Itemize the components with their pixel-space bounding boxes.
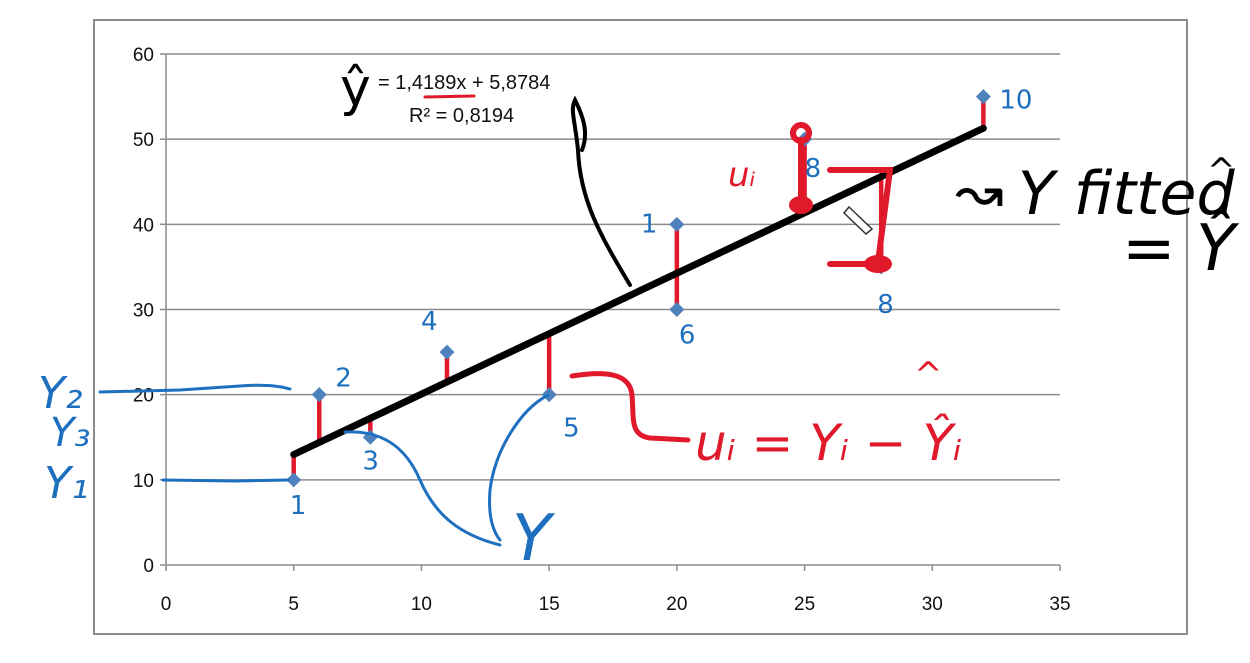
y-tick-label: 30 xyxy=(133,301,154,322)
y-curve-right xyxy=(488,393,550,542)
y-tick-label: 20 xyxy=(133,386,154,407)
x-tick-label: 35 xyxy=(1049,594,1070,615)
data-point-marker xyxy=(669,216,685,232)
data-point-marker xyxy=(439,344,455,360)
trendline-line xyxy=(290,124,987,459)
arrow-mark: ↝ xyxy=(955,158,1004,226)
cursor-icon xyxy=(842,205,874,236)
y1-label: Y₁ xyxy=(44,458,89,509)
y-curve-left xyxy=(343,430,502,547)
fitted-hat: ^ xyxy=(1207,151,1236,191)
arrow-to-trendline xyxy=(570,95,632,287)
fitted-annotation: ↝ Y fitted ^ = Ŷ xyxy=(955,151,1240,286)
y3-label: Y₃ xyxy=(50,410,90,456)
point-number-label: 10 xyxy=(999,86,1032,116)
x-tick-label: 10 xyxy=(411,594,432,615)
ui-bottom-marker xyxy=(789,196,813,214)
blue-annotations: Y₂ Y₃ Y₁ Y xyxy=(38,368,556,576)
bracket-bottom-marker xyxy=(864,255,892,273)
point-number-label: 1 xyxy=(290,491,307,521)
residual-formula: uᵢ = Yᵢ − Ŷᵢ xyxy=(695,413,962,472)
x-tick-label: 5 xyxy=(288,594,299,615)
y-tick-label: 60 xyxy=(133,45,154,66)
y2-arrow-line xyxy=(98,383,292,394)
y-tick-label: 50 xyxy=(133,130,154,151)
x-tick-label: 25 xyxy=(794,594,815,615)
residual-formula-arrow xyxy=(569,371,691,443)
fitted-equals-yhat: = Ŷ xyxy=(1122,210,1240,286)
point-number-label: 8 xyxy=(805,154,822,184)
chart-frame xyxy=(93,19,1188,635)
x-tick-label: 0 xyxy=(161,594,172,615)
point-number-label: 5 xyxy=(563,414,580,444)
data-point-marker xyxy=(286,472,302,488)
data-point-marker xyxy=(311,387,327,403)
y-tick-label: 0 xyxy=(143,556,154,577)
trendline xyxy=(290,124,987,459)
y1-arrow-line xyxy=(161,478,290,483)
r-squared-label: R² = 0,8194 xyxy=(409,105,514,127)
point-number-label: 4 xyxy=(421,307,438,337)
data-points xyxy=(286,89,991,488)
point-number-labels: 1 2 3 4 5 1 6 8 8 10 xyxy=(290,86,1033,521)
point-number-label: 3 xyxy=(362,446,379,476)
x-tick-label: 30 xyxy=(922,594,943,615)
point-number-label: 1 xyxy=(641,209,658,239)
x-tick-labels: 0 5 10 15 20 25 30 35 xyxy=(161,594,1071,615)
y-tick-label: 10 xyxy=(133,471,154,492)
hat-mark: ^ xyxy=(914,355,943,395)
fitted-label: Y fitted xyxy=(1018,159,1235,229)
trendline-equation: = 1,4189x + 5,8784 xyxy=(378,72,550,94)
point-number-label: 2 xyxy=(335,364,352,394)
data-point-marker xyxy=(975,89,991,105)
red-annotations: uᵢ = Yᵢ − Ŷᵢ ^ uᵢ xyxy=(569,122,962,472)
yhat-handwritten-label: ŷ xyxy=(340,58,371,118)
big-y-label: Y xyxy=(512,502,556,576)
ui-top-marker xyxy=(790,122,812,144)
x-tick-label: 15 xyxy=(539,594,560,615)
y-tick-label: 40 xyxy=(133,215,154,236)
data-point-marker xyxy=(669,302,685,317)
y2-label: Y₂ xyxy=(38,368,83,419)
point-number-label: 6 xyxy=(679,321,696,351)
x-tick-label: 20 xyxy=(666,594,687,615)
slope-underline xyxy=(423,94,476,99)
point-number-label: 8 xyxy=(877,290,894,320)
ui-label: uᵢ xyxy=(728,155,756,195)
